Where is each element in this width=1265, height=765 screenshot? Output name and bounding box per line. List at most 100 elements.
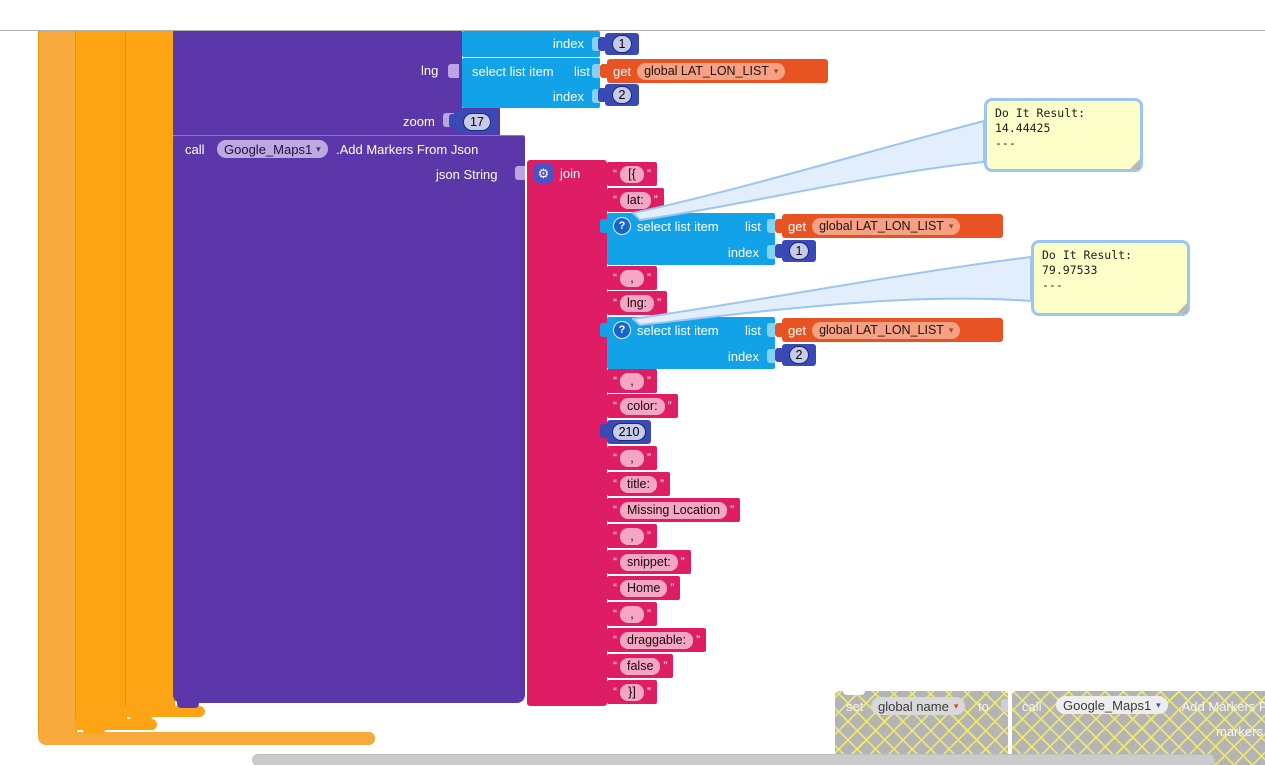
text-field[interactable]: title: — [620, 475, 657, 493]
zoom-param-label: zoom — [403, 114, 435, 129]
get-variable-block[interactable]: get global LAT_LON_LIST ▾ — [775, 214, 1003, 238]
disabled-set-variable-block[interactable]: set global name ▾ to — [835, 691, 1008, 765]
get-variable-block[interactable]: get global LAT_LON_LIST ▾ — [775, 318, 1003, 342]
loop-block-inner[interactable] — [125, 31, 175, 717]
text-field[interactable]: Missing Location — [620, 501, 728, 519]
close-quote: ” — [696, 633, 701, 647]
close-quote: ” — [647, 685, 651, 699]
text-field[interactable]: , — [620, 605, 644, 623]
variable-dropdown[interactable]: global LAT_LON_LIST ▾ — [812, 217, 961, 235]
zoom-value-field[interactable]: 17 — [463, 113, 491, 131]
index-number-block[interactable]: 2 — [598, 84, 639, 106]
text-block[interactable]: “ Home ” — [599, 576, 681, 600]
text-field[interactable]: [{ — [620, 165, 644, 183]
text-field[interactable]: }] — [620, 683, 644, 701]
open-quote: “ — [613, 167, 617, 181]
close-quote: ” — [680, 555, 685, 569]
index-value-field[interactable]: 1 — [611, 35, 633, 53]
select-list-item-block-lng[interactable]: select list item list index — [462, 58, 600, 108]
index-value-field[interactable]: 2 — [788, 346, 810, 364]
do-it-result-tooltip[interactable]: Do It Result: 79.97533 --- — [1031, 240, 1190, 316]
do-it-result-separator: --- — [995, 136, 1016, 150]
number-block[interactable]: 210 — [600, 420, 651, 444]
text-field[interactable]: , — [620, 269, 644, 287]
text-block[interactable]: “ [{ ” — [600, 162, 657, 186]
text-field[interactable]: , — [620, 449, 644, 467]
method-label: .Add Markers From Json — [1178, 699, 1265, 714]
text-block[interactable]: “ , ” — [600, 266, 657, 290]
zoom-number-block[interactable]: 17 — [449, 110, 498, 134]
text-field[interactable]: lng: — [620, 294, 655, 312]
open-quote: “ — [613, 581, 617, 595]
text-block[interactable]: “ snippet: ” — [600, 550, 691, 574]
text-block[interactable]: “ draggable: ” — [599, 628, 707, 652]
number-field[interactable]: 210 — [611, 423, 647, 441]
resize-handle[interactable] — [1130, 159, 1140, 169]
loop-block-outer[interactable] — [38, 31, 77, 732]
index-value-field[interactable]: 1 — [788, 242, 810, 260]
text-block[interactable]: “ , ” — [600, 369, 657, 393]
text-block[interactable]: “ false ” — [599, 654, 674, 678]
text-block[interactable]: “ title: ” — [600, 472, 670, 496]
open-quote: “ — [613, 503, 617, 517]
text-field[interactable]: false — [620, 657, 661, 675]
list-param-label: list — [745, 323, 761, 338]
index-number-block[interactable]: 1 — [598, 33, 639, 55]
text-block[interactable]: “ Missing Location ” — [599, 498, 741, 522]
text-field[interactable]: lat: — [620, 191, 651, 209]
select-list-item-block[interactable]: ? select list item list index — [600, 213, 775, 265]
horizontal-scrollbar[interactable] — [252, 754, 1215, 765]
component-dropdown[interactable]: Google_Maps1 ▾ — [1056, 696, 1168, 714]
component-dropdown[interactable]: Google_Maps1 ▾ — [217, 140, 328, 158]
resize-handle[interactable] — [1177, 303, 1187, 313]
text-field[interactable]: snippet: — [620, 553, 678, 571]
index-number-block[interactable]: 1 — [775, 240, 816, 262]
close-quote: ” — [647, 529, 651, 543]
component-name: Google_Maps1 — [1063, 697, 1152, 713]
join-block[interactable]: ⚙ join — [527, 160, 607, 706]
mutator-gear-icon[interactable]: ⚙ — [534, 164, 553, 183]
loop-block-middle[interactable] — [75, 31, 127, 730]
text-block[interactable]: “ , ” — [600, 602, 657, 626]
help-icon[interactable]: ? — [613, 217, 631, 235]
open-quote: “ — [613, 685, 617, 699]
loop-block-outer-bottom[interactable] — [38, 732, 375, 745]
call-label: call — [185, 142, 205, 157]
text-block[interactable]: “ , ” — [600, 446, 657, 470]
value-socket — [767, 245, 775, 259]
variable-name: global LAT_LON_LIST — [644, 64, 769, 78]
text-block[interactable]: “ lng: ” — [599, 291, 668, 315]
select-list-item-block[interactable]: ? select list item list index — [600, 317, 775, 369]
text-field[interactable]: , — [620, 372, 644, 390]
variable-dropdown[interactable]: global LAT_LON_LIST ▾ — [812, 321, 961, 339]
index-number-block[interactable]: 2 — [775, 344, 816, 366]
disabled-call-add-markers-block[interactable]: call Google_Maps1 ▾ .Add Markers From Js… — [1012, 691, 1265, 765]
call-label: call — [1022, 699, 1042, 714]
loop-block-inner-bottom[interactable] — [125, 706, 205, 717]
do-it-result-value: 79.97533 — [1042, 263, 1098, 277]
select-list-item-block-top-tail[interactable]: index — [462, 31, 600, 57]
loop-block-middle-bottom[interactable] — [75, 719, 157, 730]
close-quote: ” — [663, 659, 668, 673]
text-block[interactable]: “ }] ” — [600, 680, 657, 704]
help-icon[interactable]: ? — [613, 321, 631, 339]
value-socket — [592, 64, 600, 78]
text-field[interactable]: color: — [620, 397, 665, 415]
call-set-marker-block[interactable] — [173, 31, 462, 135]
call-add-markers-block[interactable]: call Google_Maps1 ▾ .Add Markers From Js… — [173, 136, 525, 703]
value-socket — [767, 323, 775, 337]
do-it-result-tooltip[interactable]: Do It Result: 14.44425 --- — [984, 98, 1143, 172]
variable-dropdown[interactable]: global LAT_LON_LIST ▾ — [637, 62, 786, 80]
index-value-field[interactable]: 2 — [611, 86, 633, 104]
text-block[interactable]: “ lat: ” — [600, 188, 664, 212]
close-quote: ” — [653, 193, 658, 207]
text-block[interactable]: “ color: ” — [600, 394, 678, 418]
close-quote: ” — [657, 296, 662, 310]
text-field[interactable]: Home — [620, 579, 668, 597]
variable-dropdown[interactable]: global name ▾ — [871, 697, 966, 715]
text-field[interactable]: draggable: — [620, 631, 694, 649]
text-block[interactable]: “ , ” — [600, 524, 657, 548]
text-field[interactable]: , — [620, 527, 644, 545]
get-variable-block[interactable]: get global LAT_LON_LIST ▾ — [600, 59, 828, 83]
